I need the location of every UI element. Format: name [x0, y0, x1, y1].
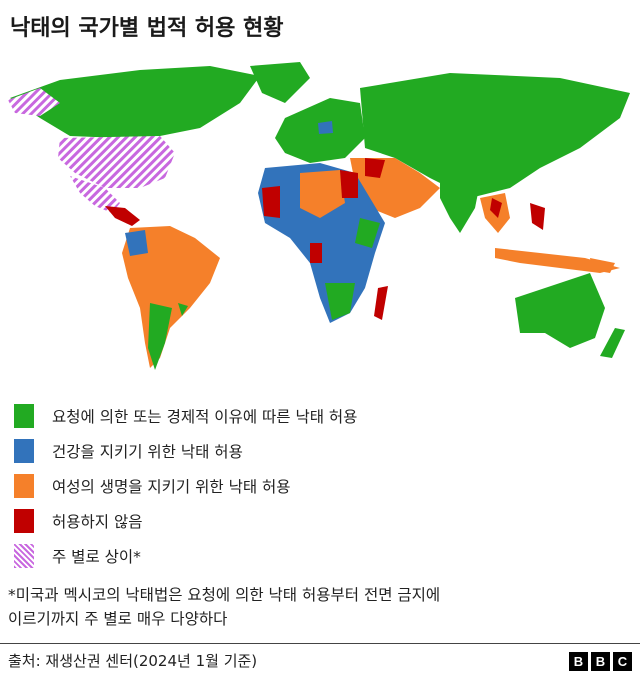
region-laos: [490, 198, 502, 218]
orange-swatch: [14, 473, 34, 498]
logo-letter: C: [613, 652, 632, 671]
region-argentina: [148, 303, 172, 370]
region-png: [590, 258, 615, 273]
legend-label: 건강을 지키기 위한 낙태 허용: [52, 442, 243, 461]
legend-item-varies: 주 별로 상이*: [14, 538, 357, 573]
page-title: 낙태의 국가별 법적 허용 현황: [10, 16, 284, 41]
legend-label: 여성의 생명을 지키기 위한 낙태 허용: [52, 477, 291, 496]
region-new-zealand: [600, 328, 625, 358]
region-philippines: [530, 203, 545, 230]
region-indonesia: [495, 248, 620, 273]
bbc-logo: B B C: [569, 652, 632, 671]
world-map: [8, 62, 630, 370]
legend-label: 요청에 의한 또는 경제적 이유에 따른 낙태 허용: [52, 407, 358, 426]
logo-letter: B: [591, 652, 610, 671]
legend-item-health: 건강을 지키기 위한 낙태 허용: [14, 433, 357, 468]
region-india: [440, 178, 480, 233]
region-east-africa: [355, 218, 380, 248]
region-southern-africa: [325, 283, 355, 320]
region-mexico: [70, 176, 120, 213]
region-australia: [515, 273, 605, 348]
region-egypt: [340, 170, 358, 198]
region-central-america: [105, 206, 140, 226]
green-swatch: [14, 403, 34, 428]
region-russia-asia: [360, 73, 630, 198]
blue-swatch: [14, 438, 34, 463]
source-text: 출처: 재생산권 센터(2024년 1월 기준): [8, 652, 258, 670]
region-madagascar: [374, 286, 388, 320]
region-alaska: [8, 88, 60, 116]
legend-label: 주 별로 상이*: [52, 547, 141, 566]
footnote-line: 이르기까지 주 별로 매우 다양하다: [8, 610, 228, 628]
region-sahel: [300, 170, 345, 218]
divider: [0, 643, 640, 644]
region-congo: [310, 243, 322, 263]
region-canada: [10, 66, 260, 138]
region-iraq: [365, 158, 385, 178]
logo-letter: B: [569, 652, 588, 671]
red-swatch: [14, 508, 34, 533]
legend-item-life: 여성의 생명을 지키기 위한 낙태 허용: [14, 468, 357, 503]
region-uruguay: [178, 303, 188, 316]
region-greenland: [250, 62, 310, 103]
region-colombia: [125, 230, 148, 256]
region-mauritania: [262, 186, 280, 218]
map-legend: 요청에 의한 또는 경제적 이유에 따른 낙태 허용 건강을 지키기 위한 낙태…: [14, 398, 357, 573]
region-south-america: [122, 226, 220, 368]
hatch-swatch: [14, 543, 34, 568]
legend-label: 허용하지 않음: [52, 512, 143, 531]
footnote-line: *미국과 멕시코의 낙태법은 요청에 의한 낙태 허용부터 전면 금지에: [8, 586, 441, 604]
legend-item-on-request: 요청에 의한 또는 경제적 이유에 따른 낙태 허용: [14, 398, 357, 433]
legend-item-prohibited: 허용하지 않음: [14, 503, 357, 538]
region-poland: [318, 121, 333, 134]
region-usa: [58, 136, 175, 188]
footnote: *미국과 멕시코의 낙태법은 요청에 의한 낙태 허용부터 전면 금지에 이르기…: [8, 583, 440, 631]
